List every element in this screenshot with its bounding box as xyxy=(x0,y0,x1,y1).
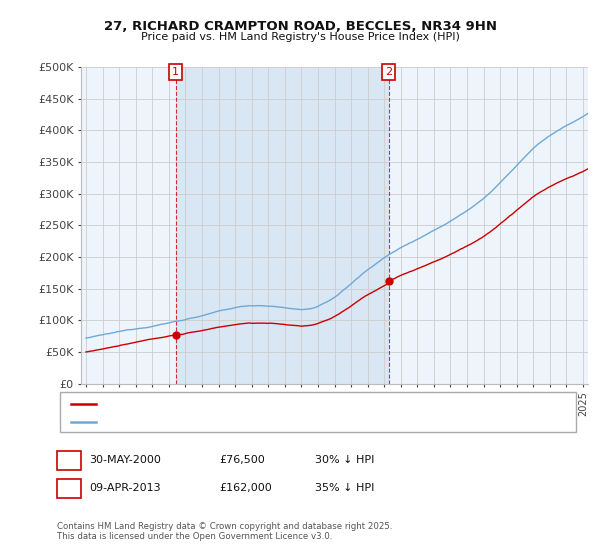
Text: 27, RICHARD CRAMPTON ROAD, BECCLES, NR34 9HN (detached house): 27, RICHARD CRAMPTON ROAD, BECCLES, NR34… xyxy=(101,399,451,409)
Bar xyxy=(176,67,389,384)
Text: 27, RICHARD CRAMPTON ROAD, BECCLES, NR34 9HN: 27, RICHARD CRAMPTON ROAD, BECCLES, NR34… xyxy=(104,20,497,32)
Text: 1: 1 xyxy=(65,455,73,465)
Text: Contains HM Land Registry data © Crown copyright and database right 2025.
This d: Contains HM Land Registry data © Crown c… xyxy=(57,522,392,542)
Text: 30-MAY-2000: 30-MAY-2000 xyxy=(89,455,161,465)
Text: 09-APR-2013: 09-APR-2013 xyxy=(89,483,160,493)
Text: £162,000: £162,000 xyxy=(219,483,272,493)
Text: Price paid vs. HM Land Registry's House Price Index (HPI): Price paid vs. HM Land Registry's House … xyxy=(140,32,460,43)
Text: HPI: Average price, detached house, East Suffolk: HPI: Average price, detached house, East… xyxy=(101,417,340,427)
Text: 2: 2 xyxy=(385,67,392,77)
Text: 35% ↓ HPI: 35% ↓ HPI xyxy=(315,483,374,493)
Text: 2: 2 xyxy=(65,483,73,493)
Text: 30% ↓ HPI: 30% ↓ HPI xyxy=(315,455,374,465)
Text: 1: 1 xyxy=(172,67,179,77)
Text: £76,500: £76,500 xyxy=(219,455,265,465)
